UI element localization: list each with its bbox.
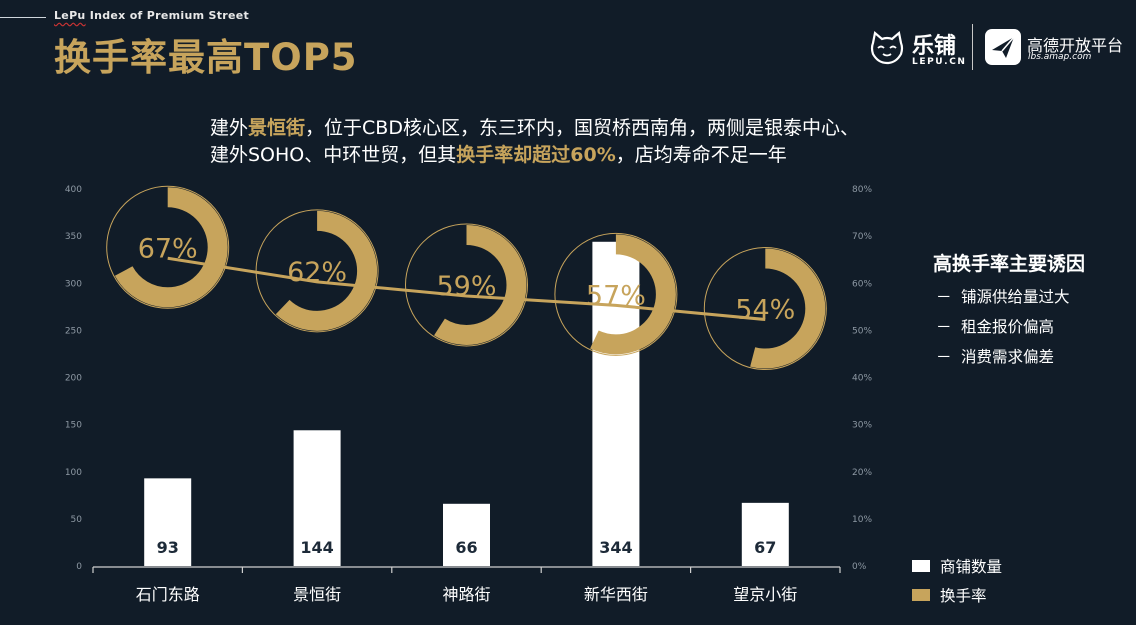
bar-value-label: 93 [157,538,179,557]
y-left-tick-label: 400 [65,185,82,195]
rate-ring [705,248,826,369]
y-left-tick-label: 150 [65,421,82,431]
rate-ring [257,210,378,331]
bar-value-label: 344 [599,538,632,557]
x-tick-label: 望京小街 [733,585,797,604]
y-right-tick-label: 50% [852,326,872,336]
bar [293,430,341,566]
amap-logo: 高德开放平台 lbs.amap.com [984,28,1134,68]
dash-icon: － [936,348,952,366]
legend-item-bar: 商铺数量 [912,554,1002,578]
headline-highlight: 换手率却超过60% [456,144,616,166]
report-subtitle: LePu Index of Premium Street [54,9,249,22]
rate-value-label: 54% [735,295,795,326]
headline-part: ，位于CBD核心区，东三环内，国贸桥西南角，两侧是银泰中心、 [305,117,859,139]
reason-text: 铺源供给量过大 [961,288,1070,306]
lepu-logo-cn: 乐铺 [912,34,957,59]
rate-ring-outline [405,223,528,347]
side-panel-title: 高换手率主要诱因 [933,253,1086,275]
rate-ring-outline [255,209,379,333]
y-right-tick-label: 40% [852,374,872,384]
brand-prefix: LePu [54,9,86,22]
y-left-tick-label: 250 [65,326,82,336]
bar [741,502,789,566]
bar-value-label: 66 [455,538,477,557]
headline-part: 建外SOHO、中环世贸，但其 [210,144,457,166]
y-right-tick-label: 10% [852,515,872,525]
x-tick-label: 新华西街 [584,585,648,604]
y-left-tick-label: 0 [76,562,82,572]
y-right-tick-label: 70% [852,232,872,242]
rate-value-label: 59% [436,271,496,302]
rate-ring [555,234,676,355]
headline-part: ，店均寿命不足一年 [615,144,787,166]
legend-item-rate: 换手率 [912,583,1002,607]
legend-swatch-rate [912,589,930,601]
reason-item: － 租金报价偏高 [936,316,1070,346]
rate-value-label: 57% [586,280,646,311]
legend-label: 商铺数量 [940,558,1003,576]
rate-ring [107,187,228,308]
y-left-tick-label: 200 [65,374,82,384]
bar [144,478,192,566]
bar-value-label: 144 [300,538,333,557]
dash-icon: － [936,318,952,336]
rate-ring-outline [554,232,678,356]
y-left-tick-label: 300 [65,279,82,289]
y-left-tick-label: 100 [65,468,82,478]
y-right-tick-label: 0% [852,562,867,572]
cat-icon [870,30,904,65]
x-tick-label: 石门东路 [136,585,200,604]
headline-highlight: 景恒街 [248,117,306,139]
dash-icon: － [936,288,952,306]
paper-plane-icon [985,29,1021,65]
y-right-tick-label: 60% [852,279,872,289]
lepu-logo-en: LEPU.CN [912,57,967,67]
amap-logo-cn: 高德开放平台 [1027,36,1124,55]
brand-rest: Index of Premium Street [85,9,250,22]
x-tick-label: 景恒街 [293,585,341,604]
bar [443,503,490,566]
x-tick-label: 神路街 [442,585,490,604]
reason-item: － 铺源供给量过大 [936,286,1070,316]
rate-ring-outline [106,185,230,309]
y-right-tick-label: 80% [852,185,872,195]
legend-swatch-bar [912,560,930,572]
y-left-tick-label: 50 [71,515,83,525]
reason-list: － 铺源供给量过大 － 租金报价偏高 － 消费需求偏差 [936,286,1070,376]
page-title: 换手率最高TOP5 [54,36,358,79]
bar [592,241,640,566]
rate-value-label: 62% [287,257,347,288]
reason-text: 租金报价偏高 [961,318,1055,336]
reason-text: 消费需求偏差 [961,348,1055,366]
headline-part: 建外 [210,117,249,139]
lepu-logo: 乐铺 LEPU.CN [868,27,965,71]
chart-legend: 商铺数量 换手率 [912,554,1002,612]
bar-value-label: 67 [754,538,776,557]
y-right-tick-label: 20% [852,468,872,478]
rate-value-label: 67% [138,233,198,264]
rate-ring-outline [703,247,827,371]
y-left-tick-label: 350 [65,232,82,242]
logo-divider [972,24,973,70]
y-right-tick-label: 30% [852,421,872,431]
amap-logo-en: lbs.amap.com [1028,52,1092,62]
reason-item: － 消费需求偏差 [936,346,1070,376]
header-rule [0,17,46,18]
headline: 建外景恒街，位于CBD核心区，东三环内，国贸桥西南角，两侧是银泰中心、建外SOH… [210,115,970,169]
rate-ring [406,224,527,345]
legend-label: 换手率 [940,587,987,605]
